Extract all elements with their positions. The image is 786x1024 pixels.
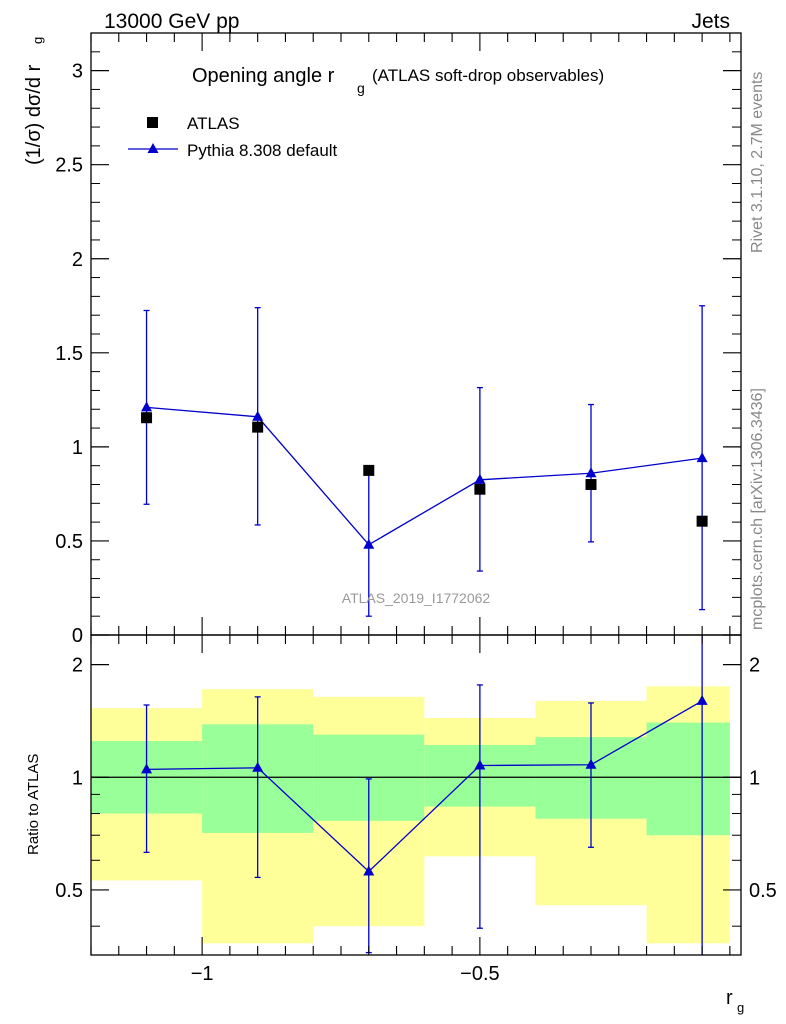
- main-y-label: (1/σ) dσ/d r: [23, 64, 45, 165]
- y-tick-label: 2: [72, 249, 83, 271]
- ratio-pythia-line: [146, 700, 703, 873]
- ratio-pythia-point: [363, 865, 375, 876]
- ratio-y-tick-label: 0.5: [55, 880, 83, 902]
- process-label: Jets: [691, 10, 730, 33]
- ratio-plot-area: [91, 635, 741, 955]
- y-tick-label: 0: [72, 625, 83, 647]
- y-tick-label: 1: [72, 437, 83, 459]
- main-x-ticks: [90, 33, 731, 635]
- main-ylabel-text: (1/σ) dσ/d r: [23, 64, 45, 165]
- y-tick-label: 2.5: [55, 155, 83, 177]
- main-plot-area: [141, 305, 708, 617]
- main-title: Opening angle r: [192, 65, 335, 87]
- ratio-pythia-point: [474, 759, 486, 770]
- ratio-x-axis: −1 −0.5: [90, 635, 731, 985]
- ratio-ylabel: Ratio to ATLAS: [25, 754, 42, 855]
- ratio-y-tick-label: 2: [72, 655, 83, 677]
- mcplots-info: mcplots.cern.ch [arXiv:1306.3436]: [749, 388, 766, 630]
- legend-atlas-marker: [147, 117, 158, 128]
- inner-uncertainty-band: [646, 722, 730, 836]
- ratio-y-tick-label: 1: [72, 767, 83, 789]
- title-main: Opening angle r: [192, 65, 335, 87]
- atlas-point: [696, 515, 708, 527]
- ratio-panel: 0.5 0.5 1 1 2 2 −1 −0.5 Ratio to ATLAS r g: [25, 634, 777, 1015]
- legend: ATLAS Pythia 8.308 default: [128, 114, 338, 160]
- pythia-point: [363, 538, 375, 549]
- atlas-point: [252, 421, 264, 433]
- ratio-y-tick-label-right: 2: [749, 655, 760, 677]
- pythia-point: [585, 467, 597, 478]
- title-subscript: g: [357, 80, 365, 96]
- main-panel: 0 0.5 1 1.5 2 2.5 3 Opening angle r g (ATLAS s…: [23, 32, 742, 647]
- main-y-axis: 0 0.5 1 1.5 2 2.5 3: [55, 51, 741, 647]
- atlas-point: [141, 412, 153, 424]
- ratio-pythia-point: [252, 761, 264, 772]
- rivet-info: Rivet 3.1.10, 2.7M events: [749, 72, 766, 253]
- pythia-point: [252, 410, 264, 421]
- y-tick-label: 1.5: [55, 343, 83, 365]
- ratio-pythia-point: [585, 758, 597, 769]
- y-tick-label: 3: [72, 61, 83, 83]
- pythia-point: [696, 452, 708, 463]
- x-tick-label: −1: [191, 963, 214, 985]
- atlas-point: [474, 483, 486, 495]
- legend-pythia-label: Pythia 8.308 default: [187, 141, 338, 160]
- atlas-point: [585, 479, 597, 490]
- pythia-point: [141, 401, 153, 412]
- ratio-pythia-point: [696, 694, 708, 705]
- x-tick-label: −0.5: [460, 963, 499, 985]
- ratio-y-tick-label-right: 0.5: [749, 880, 777, 902]
- y-tick-label: 0.5: [55, 531, 83, 553]
- title-rest: (ATLAS soft-drop observables): [372, 66, 604, 85]
- pythia-line: [146, 406, 703, 546]
- legend-pythia-marker: [147, 143, 159, 153]
- ratio-y-tick-label-right: 1: [749, 767, 760, 789]
- pythia-point: [474, 473, 486, 484]
- ratio-pythia-point: [141, 763, 153, 774]
- main-ylabel-subscript: g: [30, 37, 45, 44]
- ratio-xlabel-subscript: g: [737, 1000, 744, 1015]
- atlas-point: [363, 464, 375, 476]
- energy-label: 13000 GeV pp: [104, 10, 239, 33]
- ratio-y-axis: 0.5 0.5 1 1 2 2: [55, 655, 777, 927]
- analysis-id: ATLAS_2019_I1772062: [342, 590, 491, 606]
- ratio-xlabel: r: [726, 987, 733, 1009]
- legend-atlas-label: ATLAS: [187, 114, 240, 133]
- ratio-frame: [90, 634, 742, 956]
